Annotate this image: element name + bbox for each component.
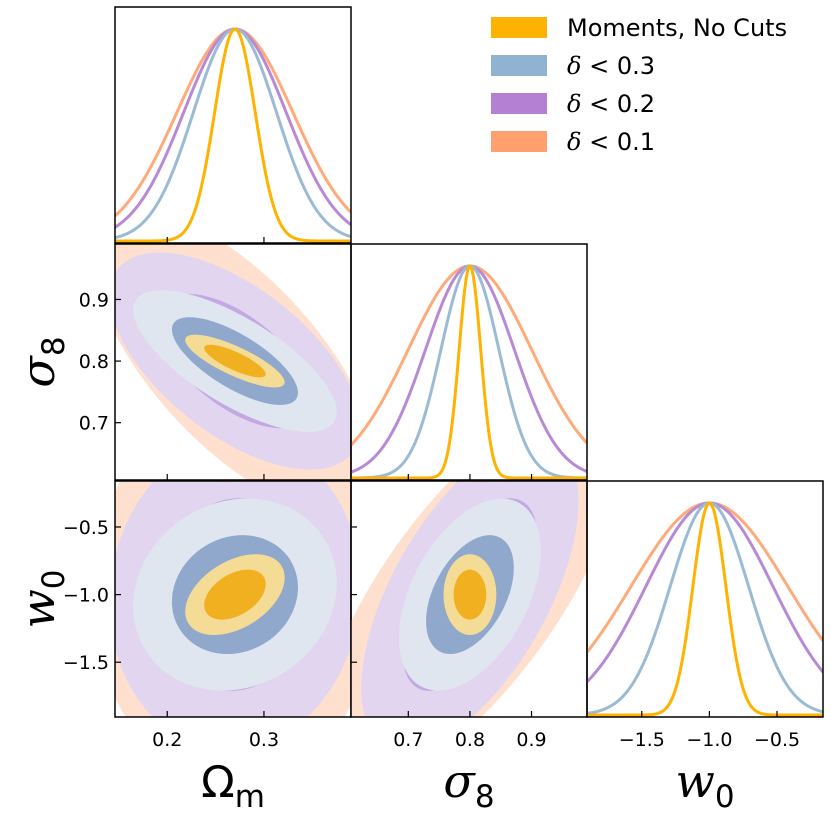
legend-label-1: δ < 0.3 [567, 52, 655, 80]
x-axis-label-om: Ωm [201, 757, 265, 815]
contour-2d-om-w0 [115, 481, 351, 717]
legend-label-2: δ < 0.2 [567, 90, 655, 118]
panel-frame [350, 243, 588, 481]
contour-inner-series-0 [204, 569, 266, 620]
curve-s8-series-1 [351, 264, 587, 480]
curve-w0-series-1 [587, 501, 823, 715]
legend-swatch-1 [491, 55, 547, 76]
curve-s8-series-2 [351, 264, 587, 474]
contour-inner-series-0 [453, 569, 487, 620]
curve-w0-series-0 [587, 501, 823, 717]
x-tick-label-w0: −1.5 [619, 729, 665, 751]
x-tick-label-w0: −0.5 [754, 729, 800, 751]
x-tick-label-om: 0.3 [249, 729, 279, 751]
curve-om-series-0 [115, 27, 351, 243]
legend-label-3: δ < 0.1 [567, 128, 655, 156]
y-tick-label-w0: −1.0 [63, 585, 109, 607]
curve-om-series-2 [115, 27, 351, 229]
legend-swatch-3 [491, 131, 547, 152]
curve-s8-series-3 [351, 264, 587, 447]
curve-om-series-1 [115, 27, 351, 240]
x-tick-label-w0: −1.0 [686, 729, 732, 751]
y-tick-label-s8: 0.8 [79, 351, 109, 373]
legend-swatch-2 [491, 93, 547, 114]
contour-2d-s8-w0 [351, 481, 587, 717]
x-tick-label-om: 0.2 [152, 729, 182, 751]
panel-frame [586, 480, 824, 718]
legend-label-0: Moments, No Cuts [567, 14, 787, 42]
y-axis-label-w0: w0 [11, 569, 72, 628]
posterior-1d-s8 [351, 264, 587, 480]
x-axis-label-s8: σ8 [443, 754, 494, 815]
x-tick-label-s8: 0.7 [393, 729, 423, 751]
y-tick-label-s8: 0.9 [79, 289, 109, 311]
contour-2d-om-s8 [115, 244, 351, 480]
y-axis-label-s8: σ8 [11, 336, 72, 387]
legend: Moments, No Cuts δ < 0.3 δ < 0.2 δ < 0.1 [491, 14, 787, 156]
x-tick-label-s8: 0.9 [516, 729, 546, 751]
curve-w0-series-2 [587, 501, 823, 683]
x-tick-label-s8: 0.8 [455, 729, 485, 751]
y-tick-label-s8: 0.7 [79, 413, 109, 435]
x-axis-label-w0: w0 [675, 754, 734, 815]
y-tick-label-w0: −1.5 [63, 652, 109, 674]
curve-s8-series-0 [351, 264, 587, 480]
y-tick-label-w0: −0.5 [63, 517, 109, 539]
posterior-1d-w0 [587, 501, 823, 717]
legend-swatch-0 [491, 17, 547, 38]
panel-frame [114, 6, 352, 244]
posterior-1d-om [115, 27, 351, 243]
contour-inner-series-0 [204, 344, 266, 378]
